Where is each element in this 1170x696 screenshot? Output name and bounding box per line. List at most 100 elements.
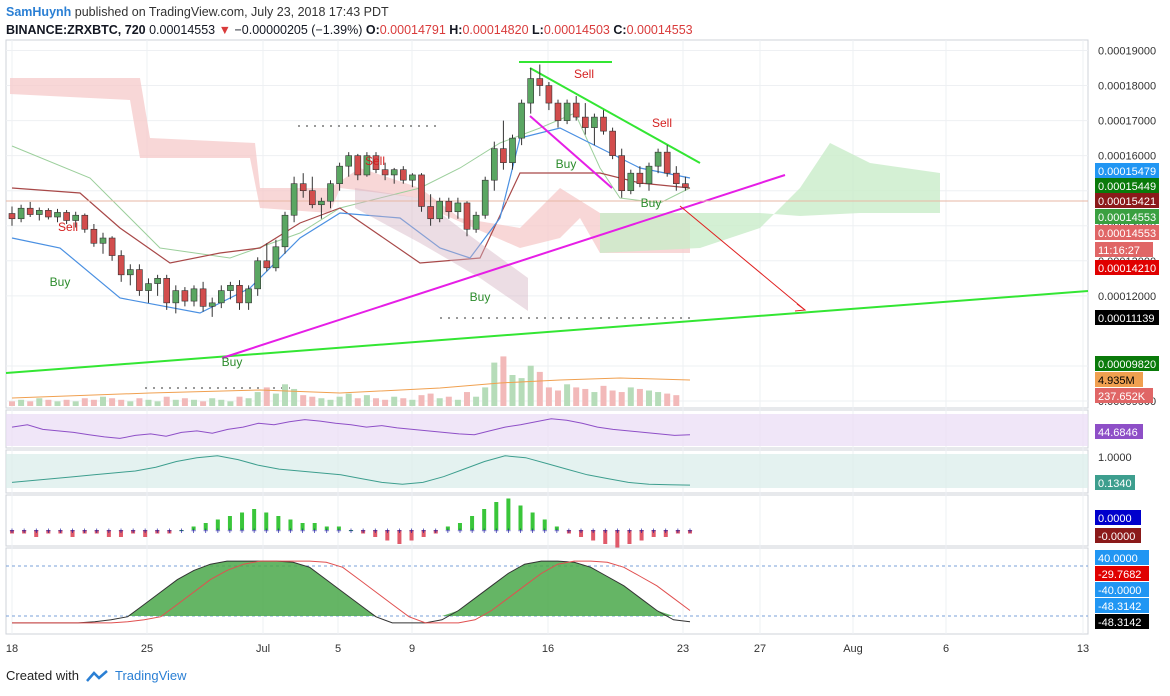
momentum-cross-icon: + <box>591 526 596 536</box>
rising-trendline <box>221 174 786 359</box>
price-tag-bg <box>1095 388 1153 403</box>
momentum-bar <box>336 526 341 530</box>
open-value: 0.00014791 <box>379 23 446 37</box>
momentum-cross-icon: + <box>578 526 583 536</box>
volume-bar <box>191 399 197 406</box>
momentum-cross-icon: + <box>518 526 523 536</box>
time-tick-label: 16 <box>542 643 554 655</box>
momentum-cross-icon: + <box>348 526 353 536</box>
volume-bar <box>109 398 116 406</box>
time-tick-label: 9 <box>409 643 415 655</box>
momentum-bar <box>494 502 499 530</box>
momentum-tag-text: 0.0000 <box>1098 513 1132 525</box>
momentum-bar <box>203 523 208 530</box>
volume-bar <box>473 396 480 406</box>
volume-bar <box>154 401 161 406</box>
candle <box>663 151 671 174</box>
volume-bar <box>127 401 134 406</box>
momentum-bar <box>675 530 680 534</box>
momentum-bar <box>433 530 438 534</box>
volume-bar <box>45 399 52 406</box>
candle <box>609 130 616 156</box>
time-tick-label: 23 <box>677 643 689 655</box>
stoch-rsi-d-line <box>12 560 691 624</box>
momentum-cross-icon: + <box>385 526 390 536</box>
volume-bar <box>673 395 680 406</box>
price-tag-bg <box>1095 356 1159 371</box>
momentum-bar <box>615 530 620 548</box>
momentum-cross-icon: + <box>300 526 305 536</box>
volume-bar <box>145 399 152 406</box>
momentum-cross-icon: + <box>433 526 438 536</box>
time-tick-label: 5 <box>335 643 341 655</box>
momentum-cross-icon: + <box>34 526 39 536</box>
candle <box>72 214 79 221</box>
target-arrowhead-icon <box>794 303 807 312</box>
candle <box>17 207 25 220</box>
price-tag-bg <box>1095 242 1153 257</box>
candle <box>108 237 116 256</box>
momentum-bar <box>312 523 317 530</box>
candle <box>436 200 444 220</box>
volume-bar <box>382 399 389 406</box>
momentum-bar <box>143 530 148 537</box>
stoch-tag-bg <box>1095 475 1135 490</box>
descending-channel-line <box>529 115 613 189</box>
momentum-bar <box>131 530 136 534</box>
momentum-cross-icon: + <box>494 526 499 536</box>
momentum-bar <box>167 530 172 534</box>
momentum-cross-icon: + <box>627 526 632 536</box>
price-tick-label: 0.00018000 <box>1098 81 1156 93</box>
momentum-tag-bg <box>1095 528 1141 543</box>
candle <box>117 255 125 276</box>
momentum-bar <box>651 530 656 537</box>
volume-bar <box>627 387 634 406</box>
candle <box>90 228 98 244</box>
volume-ma-line <box>11 377 691 399</box>
chart-canvas[interactable]: Sell Buy Buy Sell Buy Sell Buy Sell Buy 0.0001900… <box>0 38 1170 664</box>
momentum-cross-icon: + <box>397 526 402 536</box>
volume-bar <box>509 375 516 406</box>
volume-bar <box>245 398 252 406</box>
rsi-tag-bg <box>1095 424 1143 439</box>
stoch-rsi-tag-bg <box>1095 566 1149 581</box>
price-tag-text: 0.00015479 <box>1098 166 1156 178</box>
volume-bar <box>536 371 543 406</box>
tradingview-link[interactable]: TradingView <box>114 668 187 683</box>
rsi-value-tag: 44.6846 <box>1095 424 1143 439</box>
momentum-cross-icon: + <box>675 526 680 536</box>
volume-bar <box>664 393 671 406</box>
volume-bar <box>391 396 398 406</box>
price-tag-bg <box>1095 193 1159 208</box>
candle <box>99 237 107 244</box>
oversold-fill <box>12 561 690 616</box>
volume-bar <box>336 396 343 406</box>
price-tag-text: 0.00014553 <box>1098 212 1156 224</box>
price-tag: 0.00014210 <box>1095 260 1159 275</box>
volume-bar <box>63 399 70 406</box>
momentum-bar <box>227 516 232 530</box>
down-arrow-icon: ▼ <box>218 23 231 37</box>
momentum-bar <box>445 526 450 530</box>
candle <box>399 169 407 181</box>
volume-bar <box>9 401 15 406</box>
signal-label-sell: Sell <box>58 220 78 234</box>
volume-bar <box>345 393 352 406</box>
momentum-cross-icon: + <box>9 526 14 536</box>
price-tick-label: 0.00019000 <box>1098 46 1156 58</box>
stoch-value-tag: 0.1340 <box>1095 475 1135 490</box>
momentum-bar <box>506 498 511 530</box>
publish-info: published on TradingView.com, July 23, 2… <box>74 5 389 19</box>
candle <box>35 210 43 215</box>
volume-bar <box>518 378 525 406</box>
volume-bar <box>236 396 243 406</box>
created-with-text: Created with <box>6 668 79 683</box>
momentum-bar <box>639 530 644 541</box>
volume-bar <box>81 398 88 406</box>
target-arrow-line <box>679 205 806 311</box>
momentum-bar <box>191 526 196 530</box>
momentum-cross-icon: + <box>106 526 111 536</box>
author-link[interactable]: SamHuynh <box>6 5 72 19</box>
momentum-bar <box>46 530 51 534</box>
volume-bar <box>181 398 188 406</box>
